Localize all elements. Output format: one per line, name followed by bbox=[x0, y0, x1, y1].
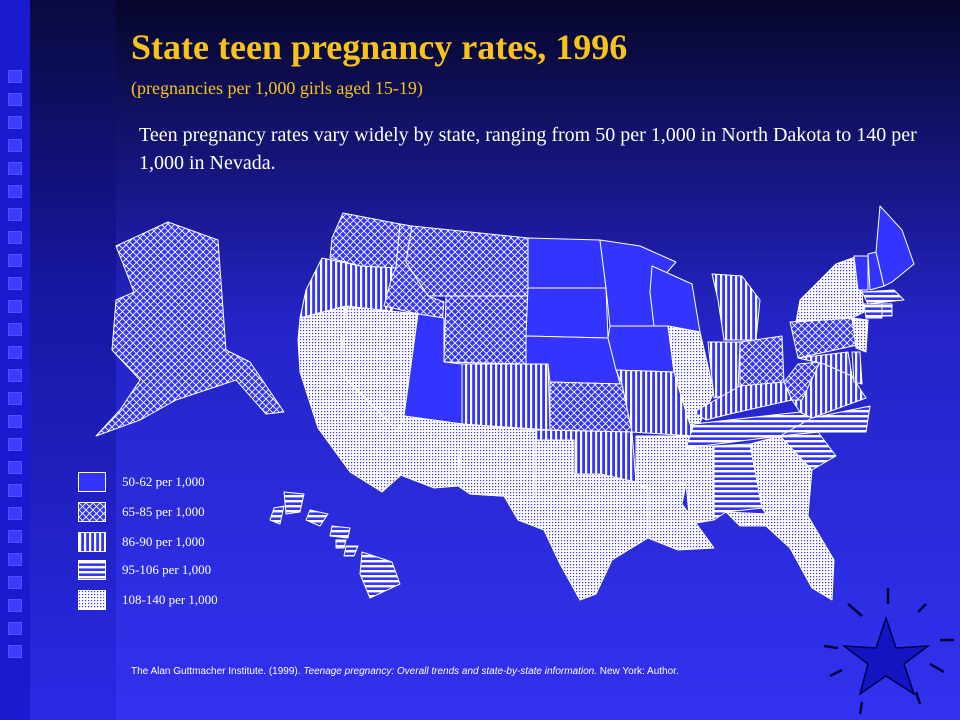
legend-swatch bbox=[78, 590, 106, 610]
decorative-square bbox=[8, 300, 22, 313]
state-ma bbox=[861, 289, 905, 305]
legend-swatch bbox=[78, 502, 106, 522]
state-az bbox=[397, 415, 463, 489]
legend-swatch bbox=[78, 532, 106, 552]
decorative-square bbox=[8, 599, 22, 612]
state-ct bbox=[863, 303, 883, 319]
decorative-square bbox=[8, 507, 22, 520]
state-ny bbox=[795, 255, 865, 323]
state-ks bbox=[549, 381, 633, 433]
decorative-square bbox=[8, 369, 22, 382]
decorative-square bbox=[8, 139, 22, 152]
legend-label: 86-90 per 1,000 bbox=[122, 534, 205, 549]
legend-swatch bbox=[78, 472, 106, 492]
citation-prefix: The Alan Guttmacher Institute. (1999). bbox=[131, 666, 304, 677]
citation-suffix: New York: Author. bbox=[597, 666, 679, 677]
decorative-square bbox=[8, 323, 22, 336]
state-wy bbox=[443, 295, 529, 365]
state-sd bbox=[525, 287, 609, 339]
legend-swatch bbox=[78, 560, 106, 580]
state-ar bbox=[635, 435, 695, 487]
state-fl bbox=[725, 511, 835, 601]
decorative-square bbox=[8, 162, 22, 175]
state-hi-island bbox=[335, 539, 347, 549]
decorative-square bbox=[8, 392, 22, 405]
state-oh bbox=[739, 335, 785, 389]
legend-item: 108-140 per 1,000 bbox=[78, 590, 278, 612]
state-hi-island bbox=[343, 545, 359, 557]
decorative-square bbox=[8, 93, 22, 106]
legend-item: 95-106 per 1,000 bbox=[78, 560, 278, 582]
decorative-square bbox=[8, 415, 22, 428]
star-rays bbox=[823, 588, 954, 715]
decorative-square bbox=[8, 484, 22, 497]
state-wi bbox=[649, 265, 701, 333]
legend-item: 65-85 per 1,000 bbox=[78, 502, 278, 524]
decorative-square bbox=[8, 346, 22, 359]
state-mi bbox=[711, 273, 761, 341]
legend-label: 95-106 per 1,000 bbox=[122, 562, 212, 577]
state-wa bbox=[329, 212, 401, 269]
star-icon bbox=[841, 615, 931, 696]
decorative-square bbox=[8, 70, 22, 83]
source-citation: The Alan Guttmacher Institute. (1999). T… bbox=[131, 666, 679, 677]
state-ia bbox=[607, 325, 675, 373]
legend-label: 65-85 per 1,000 bbox=[122, 504, 205, 519]
decorative-square bbox=[8, 530, 22, 543]
state-hi-island bbox=[305, 509, 329, 527]
state-nm bbox=[457, 423, 537, 499]
left-decoration-strip bbox=[0, 0, 30, 720]
star-decoration bbox=[823, 588, 954, 715]
legend-item: 86-90 per 1,000 bbox=[78, 532, 278, 554]
legend-label: 108-140 per 1,000 bbox=[122, 592, 218, 607]
decorative-square bbox=[8, 576, 22, 589]
decorative-square bbox=[8, 553, 22, 566]
decorative-square bbox=[8, 254, 22, 267]
slide-subtitle: (pregnancies per 1,000 girls aged 15-19) bbox=[131, 78, 423, 98]
state-hi bbox=[283, 491, 305, 515]
decorative-square bbox=[8, 277, 22, 290]
legend-label: 50-62 per 1,000 bbox=[122, 474, 205, 489]
state-nj bbox=[851, 317, 869, 353]
decorative-square bbox=[8, 645, 22, 658]
decorative-square bbox=[8, 622, 22, 635]
state-tx bbox=[469, 439, 649, 601]
slide-title: State teen pregnancy rates, 1996 bbox=[131, 27, 628, 67]
decorative-square bbox=[8, 231, 22, 244]
state-de bbox=[851, 351, 863, 385]
state-ms bbox=[685, 445, 715, 525]
citation-title: Teenage pregnancy: Overall trends and st… bbox=[303, 666, 597, 677]
state-hi-island bbox=[359, 551, 401, 599]
state-hi-island bbox=[269, 505, 285, 525]
state-hi-island bbox=[329, 525, 351, 539]
decorative-square bbox=[8, 116, 22, 129]
state-ri bbox=[881, 303, 893, 317]
decorative-square bbox=[8, 438, 22, 451]
slide-description: Teen pregnancy rates vary widely by stat… bbox=[139, 124, 917, 174]
state-wv bbox=[783, 361, 821, 401]
state-vt bbox=[853, 255, 869, 291]
state-nc bbox=[779, 405, 871, 437]
state-mt bbox=[405, 225, 529, 297]
decorative-square bbox=[8, 208, 22, 221]
decorative-square bbox=[8, 185, 22, 198]
state-pa bbox=[789, 317, 863, 359]
legend-item: 50-62 per 1,000 bbox=[78, 472, 278, 494]
decorative-squares bbox=[8, 70, 24, 658]
state-la bbox=[639, 483, 715, 551]
state-md bbox=[797, 351, 853, 377]
state-me bbox=[875, 205, 915, 287]
state-nd bbox=[527, 237, 607, 289]
state-al bbox=[713, 443, 763, 521]
state-ak bbox=[95, 221, 285, 437]
decorative-square bbox=[8, 461, 22, 474]
state-co bbox=[461, 363, 551, 431]
